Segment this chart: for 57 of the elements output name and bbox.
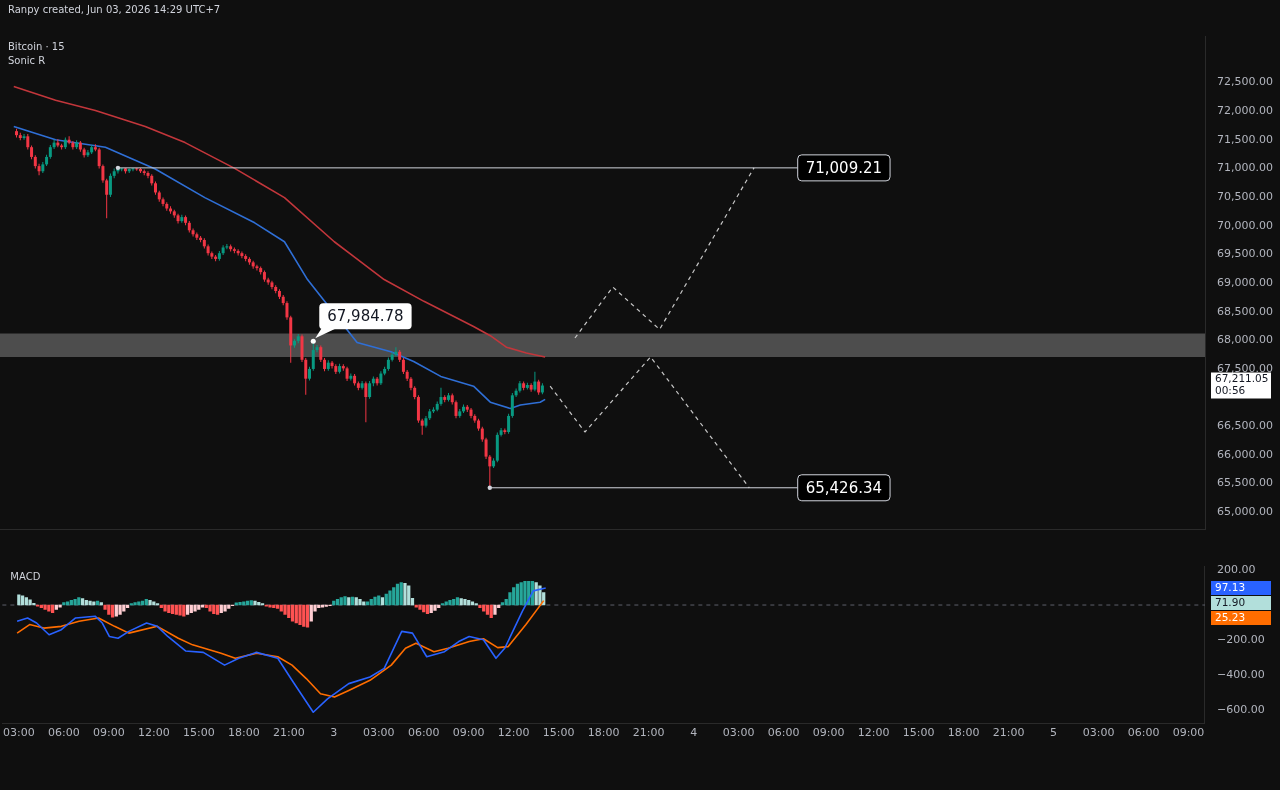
- y-tick-label: 70,000.00: [1217, 218, 1273, 232]
- y-tick-label: 200.00: [1217, 562, 1256, 576]
- y-tick-label: 66,500.00: [1217, 419, 1273, 433]
- x-tick-label: 12:00: [857, 726, 890, 740]
- x-tick-label: 5: [1050, 726, 1058, 740]
- x-tick-label: 03:00: [362, 726, 395, 740]
- x-tick-label: 03:00: [1082, 726, 1115, 740]
- x-tick-label: 06:00: [767, 726, 800, 740]
- y-tick-label: −200.00: [1217, 632, 1265, 646]
- text: 67,211.05 00:56: [1215, 372, 1269, 397]
- x-tick-label: 06:00: [1127, 726, 1160, 740]
- x-tick-label: 4: [690, 726, 698, 740]
- ref-line-label: 65,426.34: [805, 478, 883, 497]
- x-tick-label: 15:00: [182, 726, 215, 740]
- text: Bitcoin · 15: [8, 41, 65, 53]
- y-tick-label: 68,000.00: [1217, 333, 1273, 347]
- x-tick-label: 18:00: [947, 726, 980, 740]
- x-tick-label: 12:00: [137, 726, 170, 740]
- x-tick-label: 15:00: [542, 726, 575, 740]
- y-tick-label: 71,500.00: [1217, 132, 1273, 146]
- text: Sonic R: [8, 55, 46, 67]
- x-tick-label: 21:00: [992, 726, 1025, 740]
- x-tick-label: 18:00: [227, 726, 260, 740]
- y-tick-label: 69,000.00: [1217, 275, 1273, 289]
- text: Ranpy created, Jun 03, 2026 14:29 UTC+7: [8, 4, 221, 15]
- y-tick-label: 65,000.00: [1217, 505, 1273, 519]
- text: 97.13: [1215, 580, 1246, 593]
- y-tick-label: 67,500.00: [1217, 361, 1273, 375]
- x-tick-label: 21:00: [632, 726, 665, 740]
- x-tick-label: 18:00: [587, 726, 620, 740]
- text: MACD: [10, 571, 41, 583]
- y-tick-label: −600.00: [1217, 702, 1265, 716]
- x-tick-label: 12:00: [497, 726, 530, 740]
- x-tick-label: 03:00: [3, 726, 35, 740]
- y-tick-label: 68,500.00: [1217, 304, 1273, 318]
- y-tick-label: −400.00: [1217, 667, 1265, 681]
- annotation: 67,984.78: [327, 307, 404, 326]
- y-tick-label: 70,500.00: [1217, 189, 1273, 203]
- x-tick-label: 3: [330, 726, 338, 740]
- y-tick-label: 72,500.00: [1217, 75, 1273, 89]
- y-tick-label: 69,500.00: [1217, 247, 1273, 261]
- y-tick-label: 71,000.00: [1217, 161, 1273, 175]
- x-tick-label: 06:00: [407, 726, 440, 740]
- x-tick-label: 06:00: [47, 726, 80, 740]
- x-tick-label: 03:00: [722, 726, 755, 740]
- x-tick-label: 09:00: [92, 726, 125, 740]
- ref-line-label: 71,009.21: [805, 158, 883, 177]
- text: 71.90: [1215, 595, 1246, 608]
- y-tick-label: 72,000.00: [1217, 103, 1273, 117]
- x-tick-label: 21:00: [272, 726, 305, 740]
- y-tick-label: 65,500.00: [1217, 476, 1273, 490]
- x-tick-label: 09:00: [452, 726, 485, 740]
- x-tick-label: 15:00: [902, 726, 935, 740]
- y-tick-label: 66,000.00: [1217, 447, 1273, 461]
- x-tick-label: 09:00: [812, 726, 845, 740]
- x-tick-label: 09:00: [1172, 726, 1205, 740]
- text: 25.23: [1215, 610, 1246, 623]
